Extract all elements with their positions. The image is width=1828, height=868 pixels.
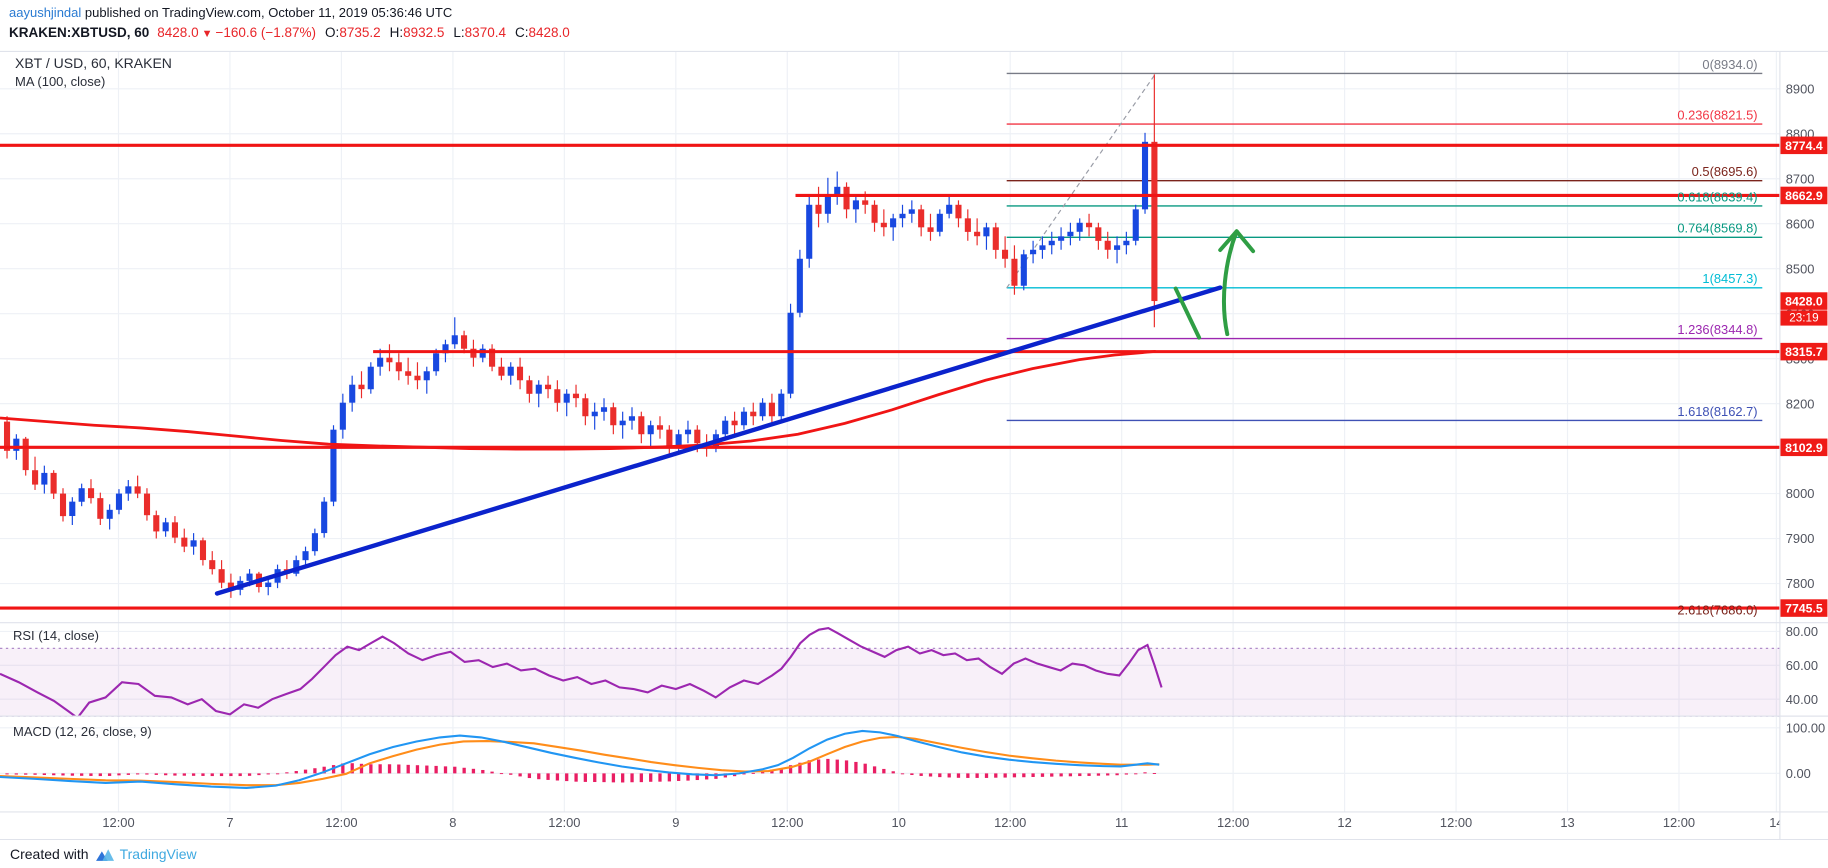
price-badge-label: 8774.4 bbox=[1785, 139, 1823, 153]
fib-label: 0.236(8821.5) bbox=[1677, 107, 1757, 122]
time-label[interactable]: 12:00 bbox=[771, 815, 803, 830]
svg-text:7800: 7800 bbox=[1786, 576, 1815, 591]
footer: Created with TradingView bbox=[0, 839, 1828, 868]
macd-line bbox=[0, 729, 1160, 790]
tradingview-logo-icon[interactable] bbox=[95, 847, 114, 862]
ohlc-low-value: 8370.4 bbox=[464, 25, 506, 40]
fib-label: 1(8457.3) bbox=[1702, 271, 1757, 286]
fib-label: 0.764(8569.8) bbox=[1677, 221, 1757, 236]
macd-signal-line bbox=[0, 735, 1160, 787]
ohlc-high-value: 8932.5 bbox=[403, 25, 445, 40]
created-with-text: Created with bbox=[10, 846, 89, 862]
svg-text:80.00: 80.00 bbox=[1786, 624, 1818, 639]
ohlc-high: H:8932.5 bbox=[390, 25, 445, 40]
time-label[interactable]: 9 bbox=[672, 815, 679, 830]
time-label[interactable]: 13 bbox=[1560, 815, 1574, 830]
trendline[interactable] bbox=[214, 285, 1223, 596]
publish-info: aayushjindal published on TradingView.co… bbox=[9, 5, 452, 20]
price-change: −160.6 (−1.87%) bbox=[215, 25, 317, 40]
price-badge-label: 8662.9 bbox=[1785, 189, 1823, 203]
svg-text:8200: 8200 bbox=[1786, 396, 1815, 411]
fib-label: 1.236(8344.8) bbox=[1677, 322, 1757, 337]
ohlc-high-label: H: bbox=[389, 25, 404, 40]
time-label[interactable]: 8 bbox=[449, 815, 456, 830]
symbol-header: KRAKEN:XBTUSD, 60 8428.0 ▼ −160.6 (−1.87%) O… bbox=[9, 25, 570, 40]
fib-label: 0(8934.0) bbox=[1702, 57, 1757, 72]
price-badge-label: 8315.7 bbox=[1785, 345, 1823, 359]
fib-label: 0.5(8695.6) bbox=[1692, 164, 1758, 179]
macd-histogram bbox=[5, 758, 1157, 783]
arrow-annotation[interactable] bbox=[1173, 229, 1256, 340]
ohlc-open-value: 8735.2 bbox=[339, 25, 381, 40]
fib-label: 0.618(8639.4) bbox=[1677, 189, 1757, 204]
svg-text:7900: 7900 bbox=[1786, 531, 1815, 546]
price-badge bbox=[1780, 438, 1828, 457]
price-badge bbox=[1780, 186, 1828, 205]
fib-retracement[interactable] bbox=[1006, 72, 1763, 422]
ohlc-close: C:8428.0 bbox=[515, 25, 570, 40]
candlestick-series bbox=[3, 74, 1158, 598]
time-label[interactable]: 12:00 bbox=[325, 815, 357, 830]
time-label[interactable]: 12:00 bbox=[548, 815, 580, 830]
ohlc-low: L:8370.4 bbox=[453, 25, 506, 40]
svg-text:40.00: 40.00 bbox=[1786, 692, 1818, 707]
price-badge bbox=[1780, 292, 1828, 310]
price-badge bbox=[1780, 599, 1828, 617]
svg-text:8000: 8000 bbox=[1786, 486, 1815, 501]
rsi-legend[interactable]: RSI (14, close) bbox=[13, 628, 99, 643]
svg-text:8900: 8900 bbox=[1786, 81, 1815, 96]
time-label[interactable]: 12:00 bbox=[1217, 815, 1249, 830]
countdown-badge bbox=[1780, 310, 1828, 326]
ohlc-open: O:8735.2 bbox=[325, 25, 381, 40]
svg-text:8700: 8700 bbox=[1786, 171, 1815, 186]
ma-legend[interactable]: MA (100, close) bbox=[15, 74, 106, 89]
time-label[interactable]: 11 bbox=[1115, 815, 1128, 830]
rsi-line bbox=[0, 626, 1163, 717]
fib-label: 2.618(7686.0) bbox=[1677, 603, 1757, 618]
time-label[interactable]: 12:00 bbox=[1440, 815, 1472, 830]
ohlc-open-label: O: bbox=[325, 25, 340, 40]
price-badge bbox=[1780, 342, 1828, 361]
rsi-band bbox=[0, 648, 1780, 717]
svg-text:8600: 8600 bbox=[1786, 216, 1815, 231]
time-label[interactable]: 7 bbox=[226, 815, 233, 830]
symbol-legend[interactable]: XBT / USD, 60, KRAKEN bbox=[15, 55, 172, 71]
last-price: 8428.0 bbox=[157, 25, 199, 40]
time-label[interactable]: 12:00 bbox=[1663, 815, 1695, 830]
publish-text: published on TradingView.com, October 11… bbox=[81, 5, 453, 20]
change-direction-icon: ▼ bbox=[201, 28, 213, 40]
svg-text:0.00: 0.00 bbox=[1786, 766, 1811, 781]
price-badge-label: 8102.9 bbox=[1785, 441, 1823, 455]
ohlc-close-label: C: bbox=[514, 25, 529, 40]
time-axis[interactable]: 12:00 7 12:00 8 12:00 9 12:00 10 12:00 11 12:00 12 1… bbox=[102, 815, 1783, 830]
ohlc-low-label: L: bbox=[453, 25, 465, 40]
svg-text:8500: 8500 bbox=[1786, 261, 1815, 276]
time-label[interactable]: 12:00 bbox=[994, 815, 1026, 830]
fib-label: 1.618(8162.7) bbox=[1677, 404, 1757, 419]
price-badge-label: 7745.5 bbox=[1785, 602, 1823, 616]
price-badge-label: 8428.0 bbox=[1785, 295, 1823, 309]
price-badge bbox=[1780, 136, 1828, 155]
time-label[interactable]: 10 bbox=[892, 815, 906, 830]
svg-text:100.00: 100.00 bbox=[1786, 721, 1825, 736]
macd-legend[interactable]: MACD (12, 26, close, 9) bbox=[13, 724, 152, 739]
publisher-link[interactable]: aayushjindal bbox=[9, 5, 82, 20]
time-label[interactable]: 12 bbox=[1337, 815, 1351, 830]
ohlc-close-value: 8428.0 bbox=[528, 25, 570, 40]
tradingview-brand-link[interactable]: TradingView bbox=[119, 846, 197, 862]
countdown-label: 23:19 bbox=[1789, 312, 1818, 325]
ma-100-line[interactable] bbox=[0, 350, 1156, 451]
main-pane: 0(8934.0) 0.236(8821.5) 0.5(8695.6) 0.618(8… bbox=[0, 57, 1780, 618]
symbol-title[interactable]: KRAKEN:XBTUSD, 60 bbox=[9, 25, 150, 40]
svg-text:60.00: 60.00 bbox=[1786, 658, 1818, 673]
time-label[interactable]: 12:00 bbox=[102, 815, 134, 830]
